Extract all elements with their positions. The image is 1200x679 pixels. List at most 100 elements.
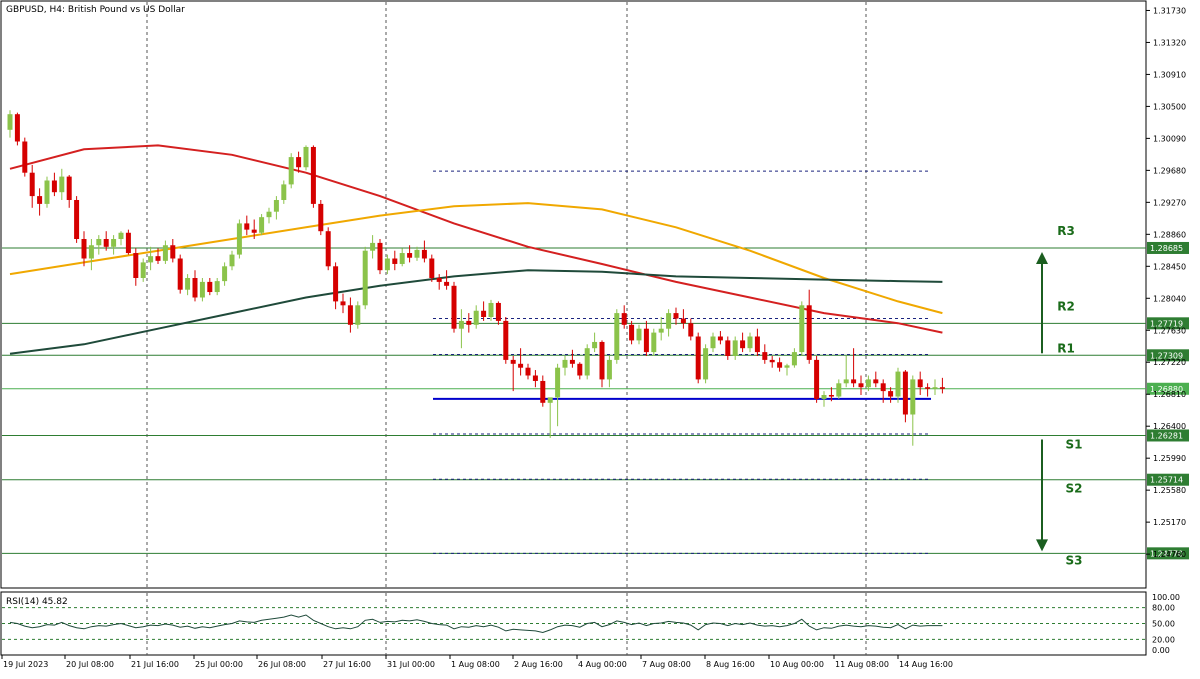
candle-body — [436, 278, 442, 282]
candle-body — [791, 352, 797, 366]
candle-body — [59, 176, 65, 193]
time-tick-label: 27 Jul 16:00 — [323, 660, 371, 669]
candle-body — [599, 341, 605, 380]
candle-body — [296, 157, 302, 168]
candle-body — [88, 245, 94, 259]
price-tick-label: 1.29680 — [1153, 166, 1186, 175]
time-tick-label: 7 Aug 08:00 — [642, 660, 691, 669]
time-tick-label: 8 Aug 16:00 — [706, 660, 755, 669]
current-price-badge — [1147, 382, 1189, 395]
price-tick-label: 1.30090 — [1153, 134, 1186, 143]
main-plot-frame — [0, 0, 1147, 589]
level-price-badge — [1147, 241, 1189, 254]
candle-body — [592, 341, 598, 349]
price-tick-label: 1.30910 — [1153, 70, 1186, 79]
candle-body — [451, 285, 457, 329]
candle-body — [177, 258, 183, 290]
candle-body — [710, 336, 716, 349]
level-name-s1: S1 — [1066, 437, 1083, 451]
candle-body — [14, 114, 20, 142]
candle-body — [658, 328, 664, 333]
price-tick-label: 1.28040 — [1153, 294, 1186, 303]
candle-body — [577, 363, 583, 376]
price-tick-label: 1.25580 — [1153, 486, 1186, 495]
candle-body — [199, 281, 205, 298]
candle-body — [503, 320, 509, 360]
candle-body — [458, 320, 464, 329]
candle-body — [518, 363, 524, 368]
candle-body — [939, 387, 945, 389]
level-name-r2: R2 — [1057, 299, 1075, 313]
candle-body — [192, 278, 198, 298]
rsi-layer: 100.00 80.00 50.00 20.00 0.00 — [2, 593, 1180, 655]
candle-body — [44, 180, 50, 204]
candle-body — [836, 383, 842, 397]
candle-body — [125, 232, 131, 254]
candle-body — [814, 359, 820, 399]
level-name-s3: S3 — [1066, 553, 1083, 567]
level-price-label: 1.27719 — [1150, 319, 1183, 328]
price-tick-label: 1.26400 — [1153, 422, 1186, 431]
time-tick-label: 11 Aug 08:00 — [835, 660, 889, 669]
time-tick-label: 25 Jul 00:00 — [195, 660, 243, 669]
candle-body — [784, 365, 790, 368]
moving-average-line — [9, 269, 943, 355]
candle-body — [562, 359, 568, 368]
candle-body — [843, 379, 849, 384]
candle-body — [318, 203, 324, 232]
price-tick-label: 1.27220 — [1153, 358, 1186, 367]
time-tick-label: 20 Jul 08:00 — [66, 660, 114, 669]
time-tick-label: 10 Aug 00:00 — [770, 660, 824, 669]
candle-body — [273, 200, 279, 212]
rsi-tick-label: 0.00 — [1152, 646, 1170, 655]
candle-body — [325, 231, 331, 267]
rsi-line — [9, 614, 943, 634]
price-tick-label: 1.28450 — [1153, 262, 1186, 271]
rsi-label: RSI(14) 45.82 — [6, 597, 68, 607]
price-tick-label: 1.24760 — [1153, 550, 1186, 559]
candle-body — [666, 313, 672, 329]
candle-body — [362, 250, 368, 306]
candle-body — [214, 281, 220, 293]
candle-body — [377, 242, 383, 271]
candle-body — [895, 371, 901, 397]
candle-body — [103, 239, 109, 247]
level-name-r3: R3 — [1057, 224, 1075, 238]
candle-body — [865, 379, 871, 388]
candle-body — [259, 217, 265, 233]
candle-body — [621, 313, 627, 325]
candle-body — [754, 336, 760, 353]
candle-body — [740, 340, 746, 349]
candle-body — [370, 242, 376, 251]
candle-body — [148, 256, 154, 263]
candle-body — [510, 359, 516, 364]
candle-body — [717, 336, 723, 341]
candle-body — [29, 172, 35, 197]
candle-body — [244, 223, 250, 230]
level-price-badge — [1147, 429, 1189, 442]
downward-arrow-head — [1036, 539, 1048, 552]
candle-body — [74, 200, 80, 239]
candle-body — [347, 305, 353, 325]
candle-body — [340, 301, 346, 306]
candle-body — [303, 146, 309, 168]
candle-body — [769, 359, 775, 363]
candle-body — [910, 379, 916, 415]
candle-body — [680, 318, 686, 324]
level-price-badge — [1147, 473, 1189, 486]
time-tick-label: 4 Aug 00:00 — [578, 660, 627, 669]
candle-body — [902, 371, 908, 415]
candle-body — [266, 211, 272, 218]
level-price-badge — [1147, 547, 1189, 560]
level-price-label: 1.28685 — [1150, 244, 1183, 253]
candle-body — [288, 157, 294, 185]
candle-body — [66, 176, 72, 200]
rsi-tick-label: 100.00 — [1152, 593, 1180, 602]
time-axis-layer: 19 Jul 2023 20 Jul 08:00 21 Jul 16:00 25 Ju… — [1, 655, 953, 669]
candle-body — [762, 352, 768, 360]
price-tick-label: 1.25990 — [1153, 454, 1186, 463]
rsi-tick-label: 20.00 — [1152, 635, 1175, 644]
time-tick-label: 2 Aug 16:00 — [514, 660, 563, 669]
candle-body — [185, 278, 191, 290]
